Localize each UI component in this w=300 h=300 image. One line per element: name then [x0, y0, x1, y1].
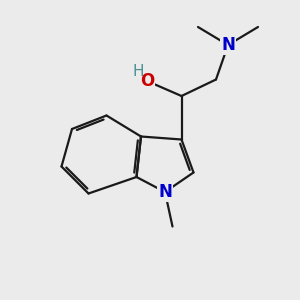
Text: O: O	[140, 72, 154, 90]
Text: N: N	[158, 183, 172, 201]
Text: H: H	[132, 64, 144, 79]
Text: N: N	[221, 36, 235, 54]
